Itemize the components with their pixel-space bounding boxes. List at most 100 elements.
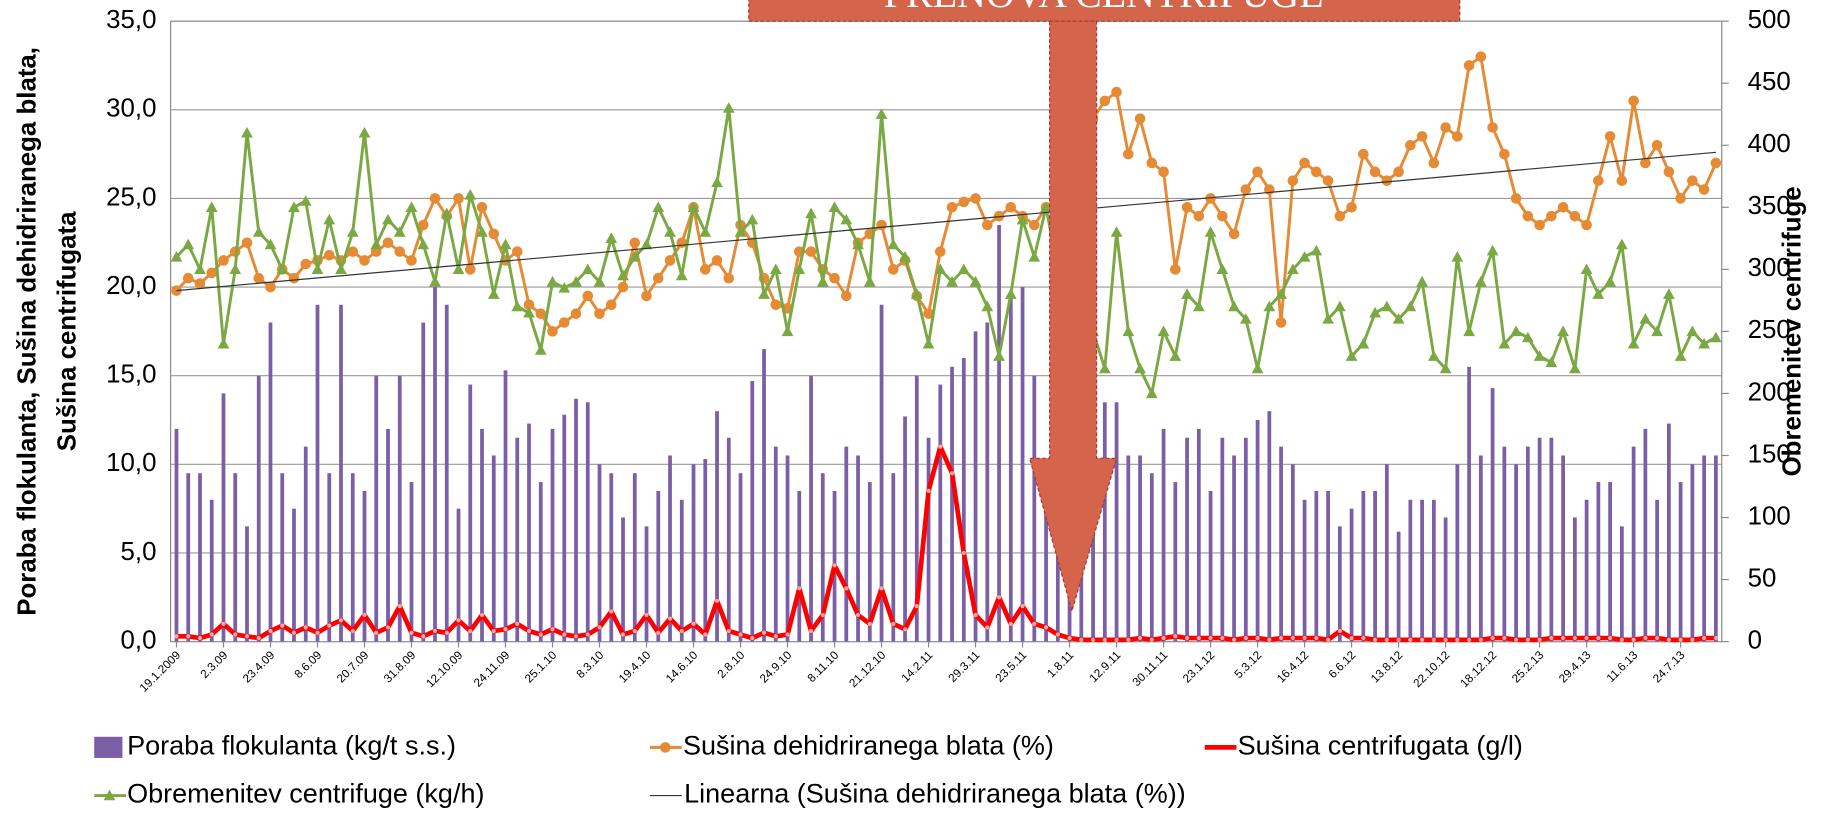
point xyxy=(538,632,543,637)
x-tick-label: 19.4.10 xyxy=(616,648,653,685)
point xyxy=(652,272,664,284)
annotation-layer: PRENOVA CENTRIFUGE xyxy=(748,0,1461,614)
x-tick-label: 11.6.13 xyxy=(1604,648,1641,685)
point xyxy=(276,263,289,275)
point xyxy=(468,628,473,634)
bar xyxy=(1467,366,1471,642)
bar xyxy=(1091,499,1095,642)
point xyxy=(523,299,535,311)
point xyxy=(1110,226,1123,237)
x-tick-label: 24.7.13 xyxy=(1651,648,1688,685)
bar xyxy=(1455,464,1460,642)
point xyxy=(1240,184,1252,195)
point xyxy=(617,281,629,293)
point xyxy=(479,612,485,618)
point xyxy=(1267,637,1272,642)
bar xyxy=(926,437,931,642)
point xyxy=(1020,604,1025,609)
x-tick-label: 23.1.12 xyxy=(1180,649,1217,686)
point xyxy=(1557,325,1569,337)
point xyxy=(1545,356,1558,368)
y-tick-label: 15,0 xyxy=(106,361,156,389)
bar xyxy=(1608,482,1612,642)
y-tick-label: 10,0 xyxy=(106,449,156,477)
point xyxy=(1334,210,1346,222)
point xyxy=(1134,362,1146,374)
point xyxy=(1004,288,1017,299)
point xyxy=(1111,86,1122,98)
point xyxy=(593,275,606,287)
point xyxy=(617,269,629,281)
bar xyxy=(867,482,872,642)
bar xyxy=(1138,455,1142,642)
point xyxy=(605,299,617,311)
bar xyxy=(773,446,778,642)
point xyxy=(1102,637,1107,642)
point xyxy=(969,275,982,287)
x-tick-label: 29.3.11 xyxy=(946,649,982,685)
point xyxy=(829,272,840,284)
point xyxy=(1709,331,1722,343)
point xyxy=(926,488,931,494)
point xyxy=(973,612,978,618)
point xyxy=(1252,166,1263,178)
point xyxy=(1275,288,1287,299)
x-tick-label: 2.3.09 xyxy=(198,649,230,681)
bar xyxy=(339,304,343,642)
point xyxy=(253,272,265,284)
point xyxy=(828,201,841,212)
bar xyxy=(1361,490,1366,642)
y-tick-label: 20,0 xyxy=(106,272,156,300)
point xyxy=(1487,122,1498,133)
point xyxy=(609,609,614,614)
bar xyxy=(1596,482,1601,642)
x-tick-label: 21.12.10 xyxy=(847,648,889,690)
point xyxy=(488,228,500,240)
point xyxy=(393,226,406,237)
bar xyxy=(386,428,390,642)
y2-tick-label: 500 xyxy=(1748,6,1791,34)
point xyxy=(335,263,347,275)
x-tick-label: 25.2.13 xyxy=(1510,648,1547,685)
bar xyxy=(421,322,426,642)
point xyxy=(949,471,955,476)
point xyxy=(1713,635,1718,641)
line xyxy=(175,106,1717,395)
point xyxy=(1067,635,1072,641)
x-tick-label: 30.11.11 xyxy=(1130,649,1170,689)
point xyxy=(773,634,778,639)
point xyxy=(899,251,911,262)
point xyxy=(1263,300,1276,312)
point xyxy=(1149,637,1154,642)
point xyxy=(1416,275,1428,287)
point xyxy=(1173,634,1178,639)
bar xyxy=(691,464,696,642)
point xyxy=(182,238,195,250)
point xyxy=(209,632,214,637)
point xyxy=(1640,157,1651,169)
point xyxy=(456,618,461,623)
bar xyxy=(703,459,708,642)
line xyxy=(175,55,1718,333)
y-tick-label: 0,0 xyxy=(121,626,157,654)
point xyxy=(558,282,571,293)
point xyxy=(241,126,253,138)
point xyxy=(1161,635,1166,641)
y2-tick-label: 250 xyxy=(1748,316,1791,344)
point xyxy=(820,612,825,618)
y-tick-label: 35,0 xyxy=(106,6,156,34)
x-tick-label: 8.11.10 xyxy=(805,648,842,685)
point xyxy=(1662,288,1675,299)
point xyxy=(982,219,993,231)
legend-label: Sušina dehidriranega blata (%) xyxy=(683,731,1054,761)
point xyxy=(374,630,379,635)
point xyxy=(981,300,994,312)
bar xyxy=(1314,490,1319,642)
point xyxy=(1216,263,1229,275)
bar xyxy=(1384,464,1389,642)
bar xyxy=(550,428,555,642)
point xyxy=(1157,325,1170,337)
point xyxy=(958,196,970,208)
point xyxy=(382,213,394,225)
point xyxy=(902,627,908,632)
